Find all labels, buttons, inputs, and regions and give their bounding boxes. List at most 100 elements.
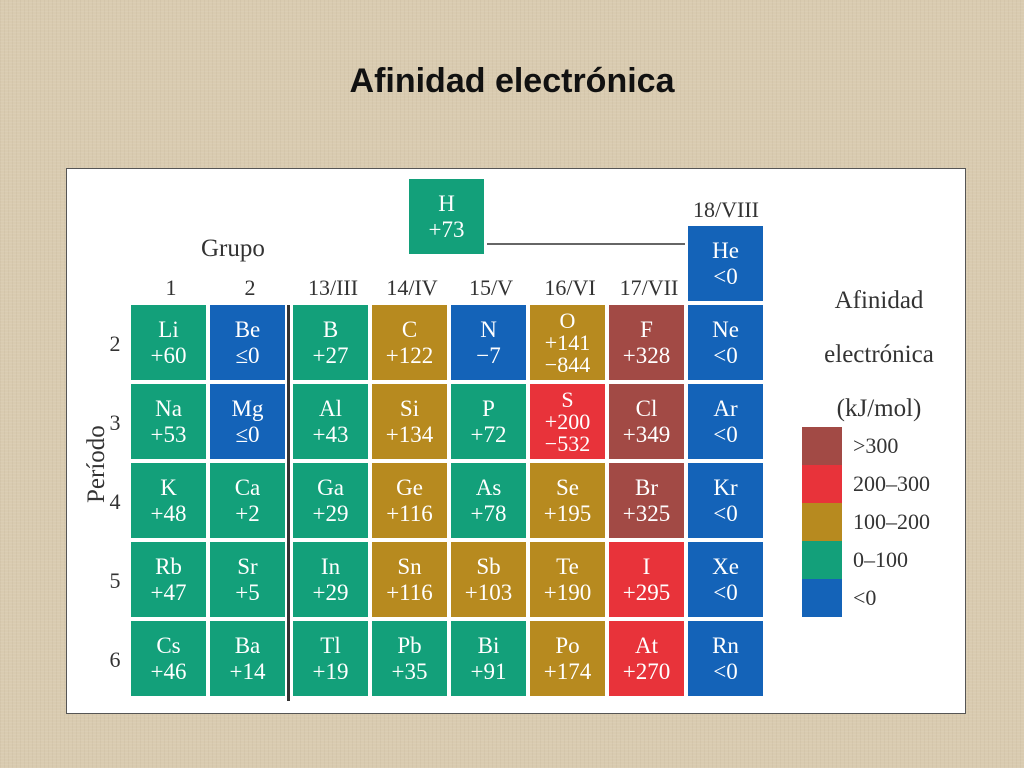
- group-axis-label: Grupo: [201, 235, 265, 262]
- element-symbol: B: [322, 316, 339, 342]
- element-symbol: N: [480, 316, 497, 342]
- element-affinity-value: +349: [622, 421, 671, 447]
- element-affinity-value: +14: [229, 658, 266, 684]
- element-affinity-value: −532: [544, 430, 591, 456]
- element-cell-sb: Sb +103: [451, 542, 528, 619]
- element-symbol: Se: [556, 474, 579, 500]
- element-affinity-value: <0: [713, 342, 738, 368]
- element-cell-bi: Bi +91: [451, 621, 528, 698]
- element-affinity-value: −7: [476, 342, 501, 368]
- element-affinity-value: +47: [150, 579, 187, 605]
- element-symbol: Rb: [155, 553, 182, 579]
- legend-swatch: [802, 503, 842, 541]
- element-symbol: Ca: [234, 474, 261, 500]
- element-affinity-value: +60: [150, 342, 187, 368]
- period-label-5: 5: [109, 568, 121, 593]
- element-symbol: F: [640, 316, 653, 342]
- element-cell-si: Si +134: [372, 384, 449, 461]
- element-cell-kr: Kr <0: [688, 463, 765, 540]
- element-affinity-value: <0: [713, 421, 738, 447]
- element-affinity-value: +328: [622, 342, 671, 368]
- period-label-4: 4: [109, 489, 121, 514]
- element-cell-in: In +29: [293, 542, 370, 619]
- element-cell-mg: Mg ≤0: [210, 384, 287, 461]
- element-cell-te: Te +190: [530, 542, 607, 619]
- element-symbol: Rn: [712, 632, 739, 658]
- element-affinity-value: +141: [544, 329, 591, 355]
- element-affinity-value: +195: [543, 500, 592, 526]
- element-cell-i: I +295: [609, 542, 686, 619]
- element-cell-p: P +72: [451, 384, 528, 461]
- element-cell-po: Po +174: [530, 621, 607, 698]
- group-header-2: 2: [244, 275, 256, 300]
- element-symbol: Sr: [237, 553, 258, 579]
- element-symbol: Kr: [713, 474, 738, 500]
- element-cell-n: N −7: [451, 305, 528, 382]
- element-affinity-value: +29: [312, 500, 349, 526]
- legend-title-line-2: electrónica: [824, 341, 934, 368]
- element-affinity-value: +73: [428, 216, 465, 242]
- periodic-table-figure: Grupo Período Afinidad electrónica (kJ/m…: [66, 168, 966, 714]
- element-cell-cs: Cs +46: [131, 621, 208, 698]
- element-symbol: Al: [319, 395, 342, 421]
- element-cell-se: Se +195: [530, 463, 607, 540]
- legend-swatch: [802, 427, 842, 465]
- legend-label: 0–100: [853, 547, 908, 572]
- element-symbol: As: [475, 474, 502, 500]
- element-affinity-value: <0: [713, 579, 738, 605]
- hydrogen-connector-line: [487, 243, 685, 245]
- element-affinity-value: +116: [386, 500, 433, 526]
- group-header-3: 13/III: [307, 275, 359, 300]
- legend-label: 200–300: [853, 471, 930, 496]
- element-cell-al: Al +43: [293, 384, 370, 461]
- element-cell-rb: Rb +47: [131, 542, 208, 619]
- element-symbol: Li: [158, 316, 179, 342]
- element-affinity-value: +103: [464, 579, 513, 605]
- group-header-1: 1: [165, 275, 177, 300]
- element-affinity-value: +72: [470, 421, 507, 447]
- element-symbol: C: [401, 316, 418, 342]
- element-symbol: Ne: [712, 316, 739, 342]
- element-affinity-value: <0: [713, 658, 738, 684]
- period-label-6: 6: [109, 647, 121, 672]
- element-cell-tl: Tl +19: [293, 621, 370, 698]
- element-affinity-value: +190: [543, 579, 592, 605]
- element-symbol: He: [712, 237, 739, 263]
- element-affinity-value: ≤0: [235, 421, 260, 447]
- element-cell-he: He <0: [688, 226, 765, 303]
- group-header-5: 15/V: [469, 275, 513, 300]
- element-cell-s: S +200 −532: [530, 384, 607, 461]
- element-cell-sn: Sn +116: [372, 542, 449, 619]
- group-header-4: 14/IV: [386, 275, 438, 300]
- legend-label: <0: [853, 585, 877, 610]
- element-affinity-value: −844: [544, 351, 591, 377]
- element-cell-k: K +48: [131, 463, 208, 540]
- element-cell-ne: Ne <0: [688, 305, 765, 382]
- element-cell-ba: Ba +14: [210, 621, 287, 698]
- group-header-7: 17/VII: [619, 275, 679, 300]
- element-symbol: Ge: [396, 474, 423, 500]
- element-symbol: Ga: [317, 474, 344, 500]
- legend-swatch: [802, 541, 842, 579]
- element-affinity-value: +122: [385, 342, 434, 368]
- element-symbol: K: [160, 474, 177, 500]
- element-affinity-value: +29: [312, 579, 349, 605]
- element-cell-li: Li +60: [131, 305, 208, 382]
- element-symbol: Cl: [635, 395, 658, 421]
- legend-label: >300: [853, 433, 899, 458]
- element-symbol: In: [320, 553, 341, 579]
- element-cell-f: F +328: [609, 305, 686, 382]
- element-symbol: Pb: [397, 632, 422, 658]
- element-affinity-value: +91: [470, 658, 507, 684]
- element-symbol: H: [438, 190, 455, 216]
- element-affinity-value: +48: [150, 500, 187, 526]
- element-affinity-value: +200: [544, 408, 591, 434]
- element-symbol: O: [559, 307, 576, 333]
- element-cell-pb: Pb +35: [372, 621, 449, 698]
- period-label-3: 3: [109, 410, 121, 435]
- element-symbol: Sn: [397, 553, 422, 579]
- period-label-2: 2: [109, 331, 121, 356]
- element-cell-na: Na +53: [131, 384, 208, 461]
- element-symbol: Na: [155, 395, 182, 421]
- element-cell-be: Be ≤0: [210, 305, 287, 382]
